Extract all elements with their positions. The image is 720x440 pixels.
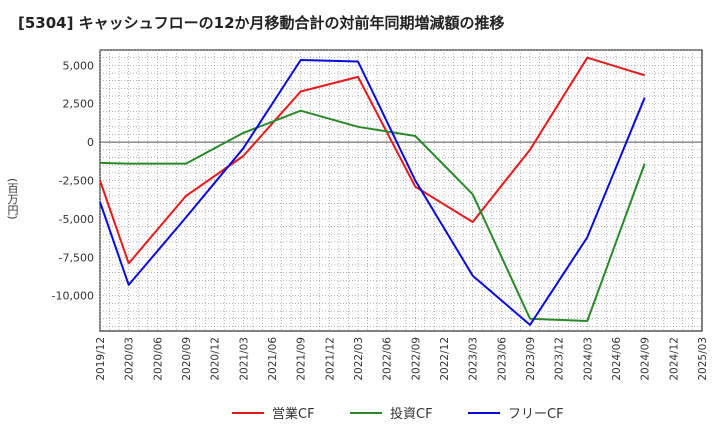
legend-label: 営業CF [272,406,315,422]
series-line [99,56,645,265]
x-tick-label: 2020/06 [152,337,164,381]
x-tick-label: 2024/09 [640,337,652,381]
series-layer [99,56,646,326]
grid-layer [99,49,703,332]
x-tick-label: 2020/12 [210,337,222,381]
x-tick-label: 2022/06 [382,337,394,381]
chart-title: [5304] キャッシュフローの12か月移動合計の対前年同期増減額の推移 [18,14,505,32]
y-tick-label: -7,500 [59,251,94,264]
x-tick-label: 2022/09 [410,337,422,381]
y-tick-label: 0 [87,136,94,149]
y-tick-label: 5,000 [63,59,95,72]
x-tick-label: 2024/06 [611,337,623,381]
x-tick-label: 2019/12 [95,337,107,381]
y-axis-label: (百万円) [6,178,19,220]
x-tick-label: 2022/12 [439,337,451,381]
plot-area [99,49,703,332]
x-tick-label: 2021/12 [324,337,336,381]
y-tick-label: 2,500 [63,98,95,111]
series-line [99,59,646,326]
x-tick-label: 2024/03 [582,337,594,381]
x-tick-label: 2023/12 [554,337,566,381]
legend-label: フリーCF [508,407,564,422]
x-tick-label: 2020/09 [181,337,193,381]
x-tick-label: 2020/03 [124,337,136,381]
legend: 営業CF 投資CF フリーCF [232,406,564,422]
legend-label: 投資CF [390,406,433,422]
x-tick-label: 2023/06 [496,337,508,381]
x-tick-label: 2025/03 [697,337,709,381]
x-tick-label: 2022/03 [353,337,365,381]
x-tick-label: 2023/09 [525,337,537,381]
x-tick-label: 2021/09 [296,337,308,381]
y-tick-label: -2,500 [59,175,94,188]
x-tick-label: 2021/06 [267,337,279,381]
x-tick-label: 2024/12 [668,337,680,381]
x-tick-label: 2021/03 [238,337,250,381]
series-line [99,109,646,322]
axis-layer: 5,000 2,500 0 -2,500 -5,000 -7,500 -10,000 2019… [52,59,709,380]
x-tick-label: 2023/03 [468,337,480,381]
y-tick-label: -5,000 [59,213,94,226]
y-tick-label: -10,000 [52,290,94,303]
